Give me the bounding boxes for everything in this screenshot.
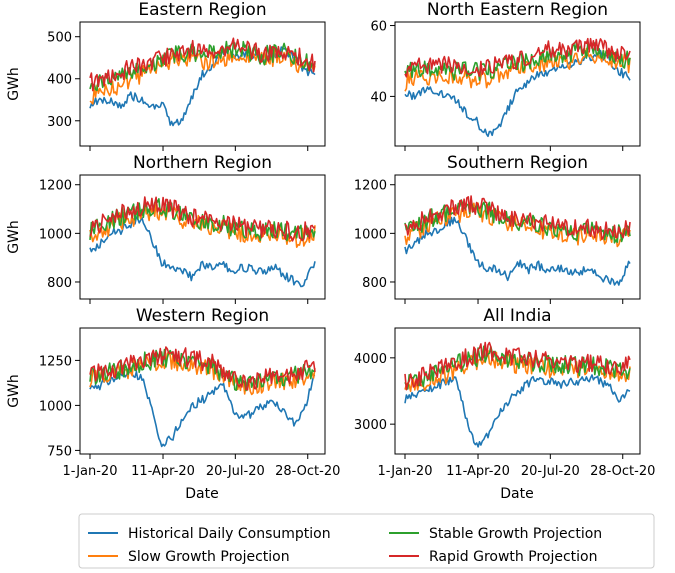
legend-label-historical: Historical Daily Consumption [128, 526, 331, 542]
y-tick-label: 400 [47, 73, 72, 88]
y-tick-label: 1000 [354, 227, 387, 242]
series-line-stable-growth-projection [404, 198, 631, 244]
x-axis-label-right: Date [500, 486, 533, 502]
panel-2: 40 60 North Eastern Region [370, 0, 641, 151]
series-line-historical-daily-consumption [89, 216, 316, 288]
panel-title: Southern Region [447, 153, 588, 173]
panel-6: 3000 4000 1-Jan-20 11-Apr-20 20-Jul-20 28-Oct… [354, 306, 655, 479]
legend-label-slow: Slow Growth Projection [128, 549, 290, 565]
panel-1: 300 400 500 Eastern Region GWh [6, 0, 326, 151]
y-tick-label: 3000 [354, 418, 387, 433]
legend: Historical Daily Consumption Slow Growth… [78, 513, 655, 569]
legend-label-rapid: Rapid Growth Projection [429, 549, 597, 565]
series-line-rapid-growth-projection [404, 195, 631, 241]
y-tick-label: 40 [370, 90, 387, 105]
series-line-rapid-growth-projection [404, 341, 631, 391]
chart-panels: 300 400 500 Eastern Region GWh 40 60 North East… [6, 0, 655, 479]
x-tick-label: 20-Jul-20 [521, 464, 580, 479]
y-tick-label: 750 [47, 444, 72, 459]
y-tick-label: 1000 [39, 227, 72, 242]
x-tick-label: 11-Apr-20 [131, 464, 195, 479]
panel-3: 800 1000 1200 Northern Region GWh [6, 153, 326, 304]
y-tick-label: 800 [362, 276, 387, 291]
y-axis-label: GWh [6, 374, 22, 408]
panel-5: 750 1000 1250 1-Jan-20 11-Apr-20 20-Jul-20 28-… [6, 306, 340, 479]
y-axis-label: GWh [6, 220, 22, 254]
y-tick-label: 4000 [354, 352, 387, 367]
panel-title: Western Region [136, 306, 269, 326]
y-tick-label: 300 [47, 115, 72, 130]
plot-frame [394, 174, 641, 300]
plot-frame [79, 21, 326, 147]
series-line-slow-growth-projection [89, 47, 316, 105]
panel-title: Northern Region [133, 153, 272, 173]
panel-title: Eastern Region [138, 0, 266, 20]
y-tick-label: 60 [370, 20, 387, 35]
panel-title: All India [483, 306, 551, 326]
x-tick-label: 28-Oct-20 [590, 464, 655, 479]
y-tick-label: 800 [47, 276, 72, 291]
x-tick-label: 28-Oct-20 [275, 464, 340, 479]
series-line-rapid-growth-projection [89, 196, 316, 242]
series-line-rapid-growth-projection [404, 37, 631, 78]
series-line-historical-daily-consumption [404, 216, 631, 286]
y-tick-label: 1250 [39, 354, 72, 369]
y-tick-label: 1200 [39, 179, 72, 194]
series-line-historical-daily-consumption [404, 374, 631, 448]
x-axis-label-left: Date [185, 486, 218, 502]
x-tick-label: 1-Jan-20 [63, 464, 118, 479]
plot-frame [79, 327, 326, 455]
series-line-rapid-growth-projection [89, 37, 316, 92]
y-axis-label: GWh [6, 67, 22, 101]
plot-frame [394, 21, 641, 147]
panel-4: 800 1000 1200 Southern Region [354, 153, 641, 304]
y-tick-label: 500 [47, 31, 72, 46]
legend-frame [78, 513, 655, 569]
y-tick-label: 1000 [39, 399, 72, 414]
plot-frame [394, 327, 641, 455]
series-line-rapid-growth-projection [89, 346, 316, 391]
legend-label-stable: Stable Growth Projection [429, 526, 602, 542]
x-tick-label: 1-Jan-20 [378, 464, 433, 479]
x-tick-label: 11-Apr-20 [446, 464, 510, 479]
y-tick-label: 1200 [354, 179, 387, 194]
series-line-historical-daily-consumption [89, 46, 316, 127]
panel-title: North Eastern Region [427, 0, 608, 20]
plot-frame [79, 174, 326, 300]
x-tick-label: 20-Jul-20 [206, 464, 265, 479]
